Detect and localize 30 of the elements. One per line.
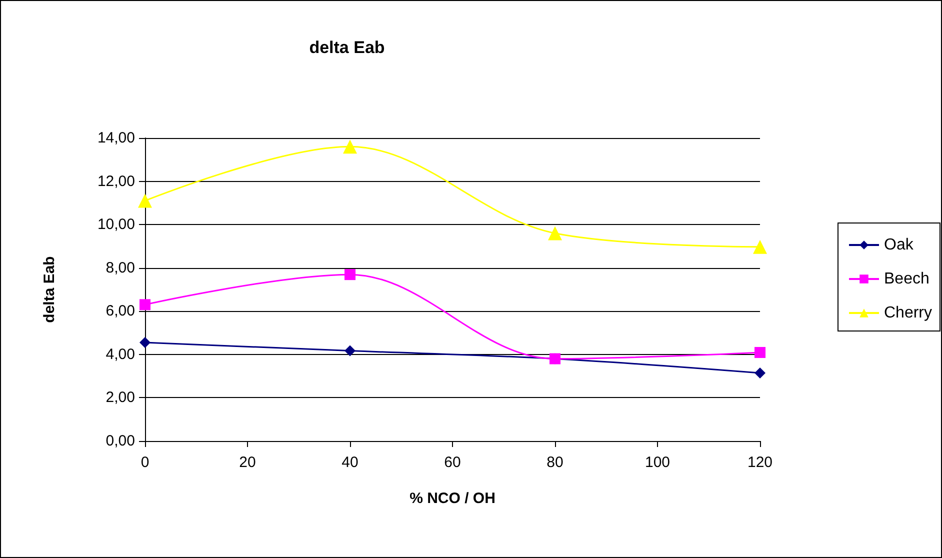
x-tick-label: 120 <box>747 454 773 471</box>
y-tick-label: 12,00 <box>97 172 135 190</box>
point <box>548 226 562 240</box>
legend-label: Oak <box>884 236 914 254</box>
y-axis-title: delta Eab <box>41 256 58 323</box>
point <box>344 269 356 280</box>
point <box>343 140 357 154</box>
y-tick-label: 6,00 <box>106 302 135 320</box>
x-tick-label: 20 <box>239 454 256 471</box>
y-tick-label: 14,00 <box>97 130 135 146</box>
y-tick-label: 2,00 <box>106 389 135 406</box>
x-tick-label: 80 <box>546 454 564 471</box>
legend-label: Beech <box>884 270 930 288</box>
point <box>753 240 767 254</box>
point <box>140 337 150 348</box>
point <box>344 345 356 356</box>
legend-label: Cherry <box>884 304 932 322</box>
point <box>138 194 152 208</box>
x-tick-label: 40 <box>342 454 358 471</box>
y-tick-label: 10,00 <box>97 216 135 234</box>
x-tick-label: 0 <box>140 454 150 471</box>
point <box>754 346 766 358</box>
y-tick-label: 0,00 <box>106 432 135 450</box>
x-axis-title: % NCO / OH <box>410 490 496 507</box>
y-tick-label: 8,00 <box>106 259 135 276</box>
x-tick-label: 100 <box>644 454 670 471</box>
x-tick-label: 60 <box>444 454 461 471</box>
y-tick-label: 4,00 <box>106 346 135 363</box>
point <box>754 368 766 379</box>
chart-title: delta Eab <box>309 38 385 57</box>
